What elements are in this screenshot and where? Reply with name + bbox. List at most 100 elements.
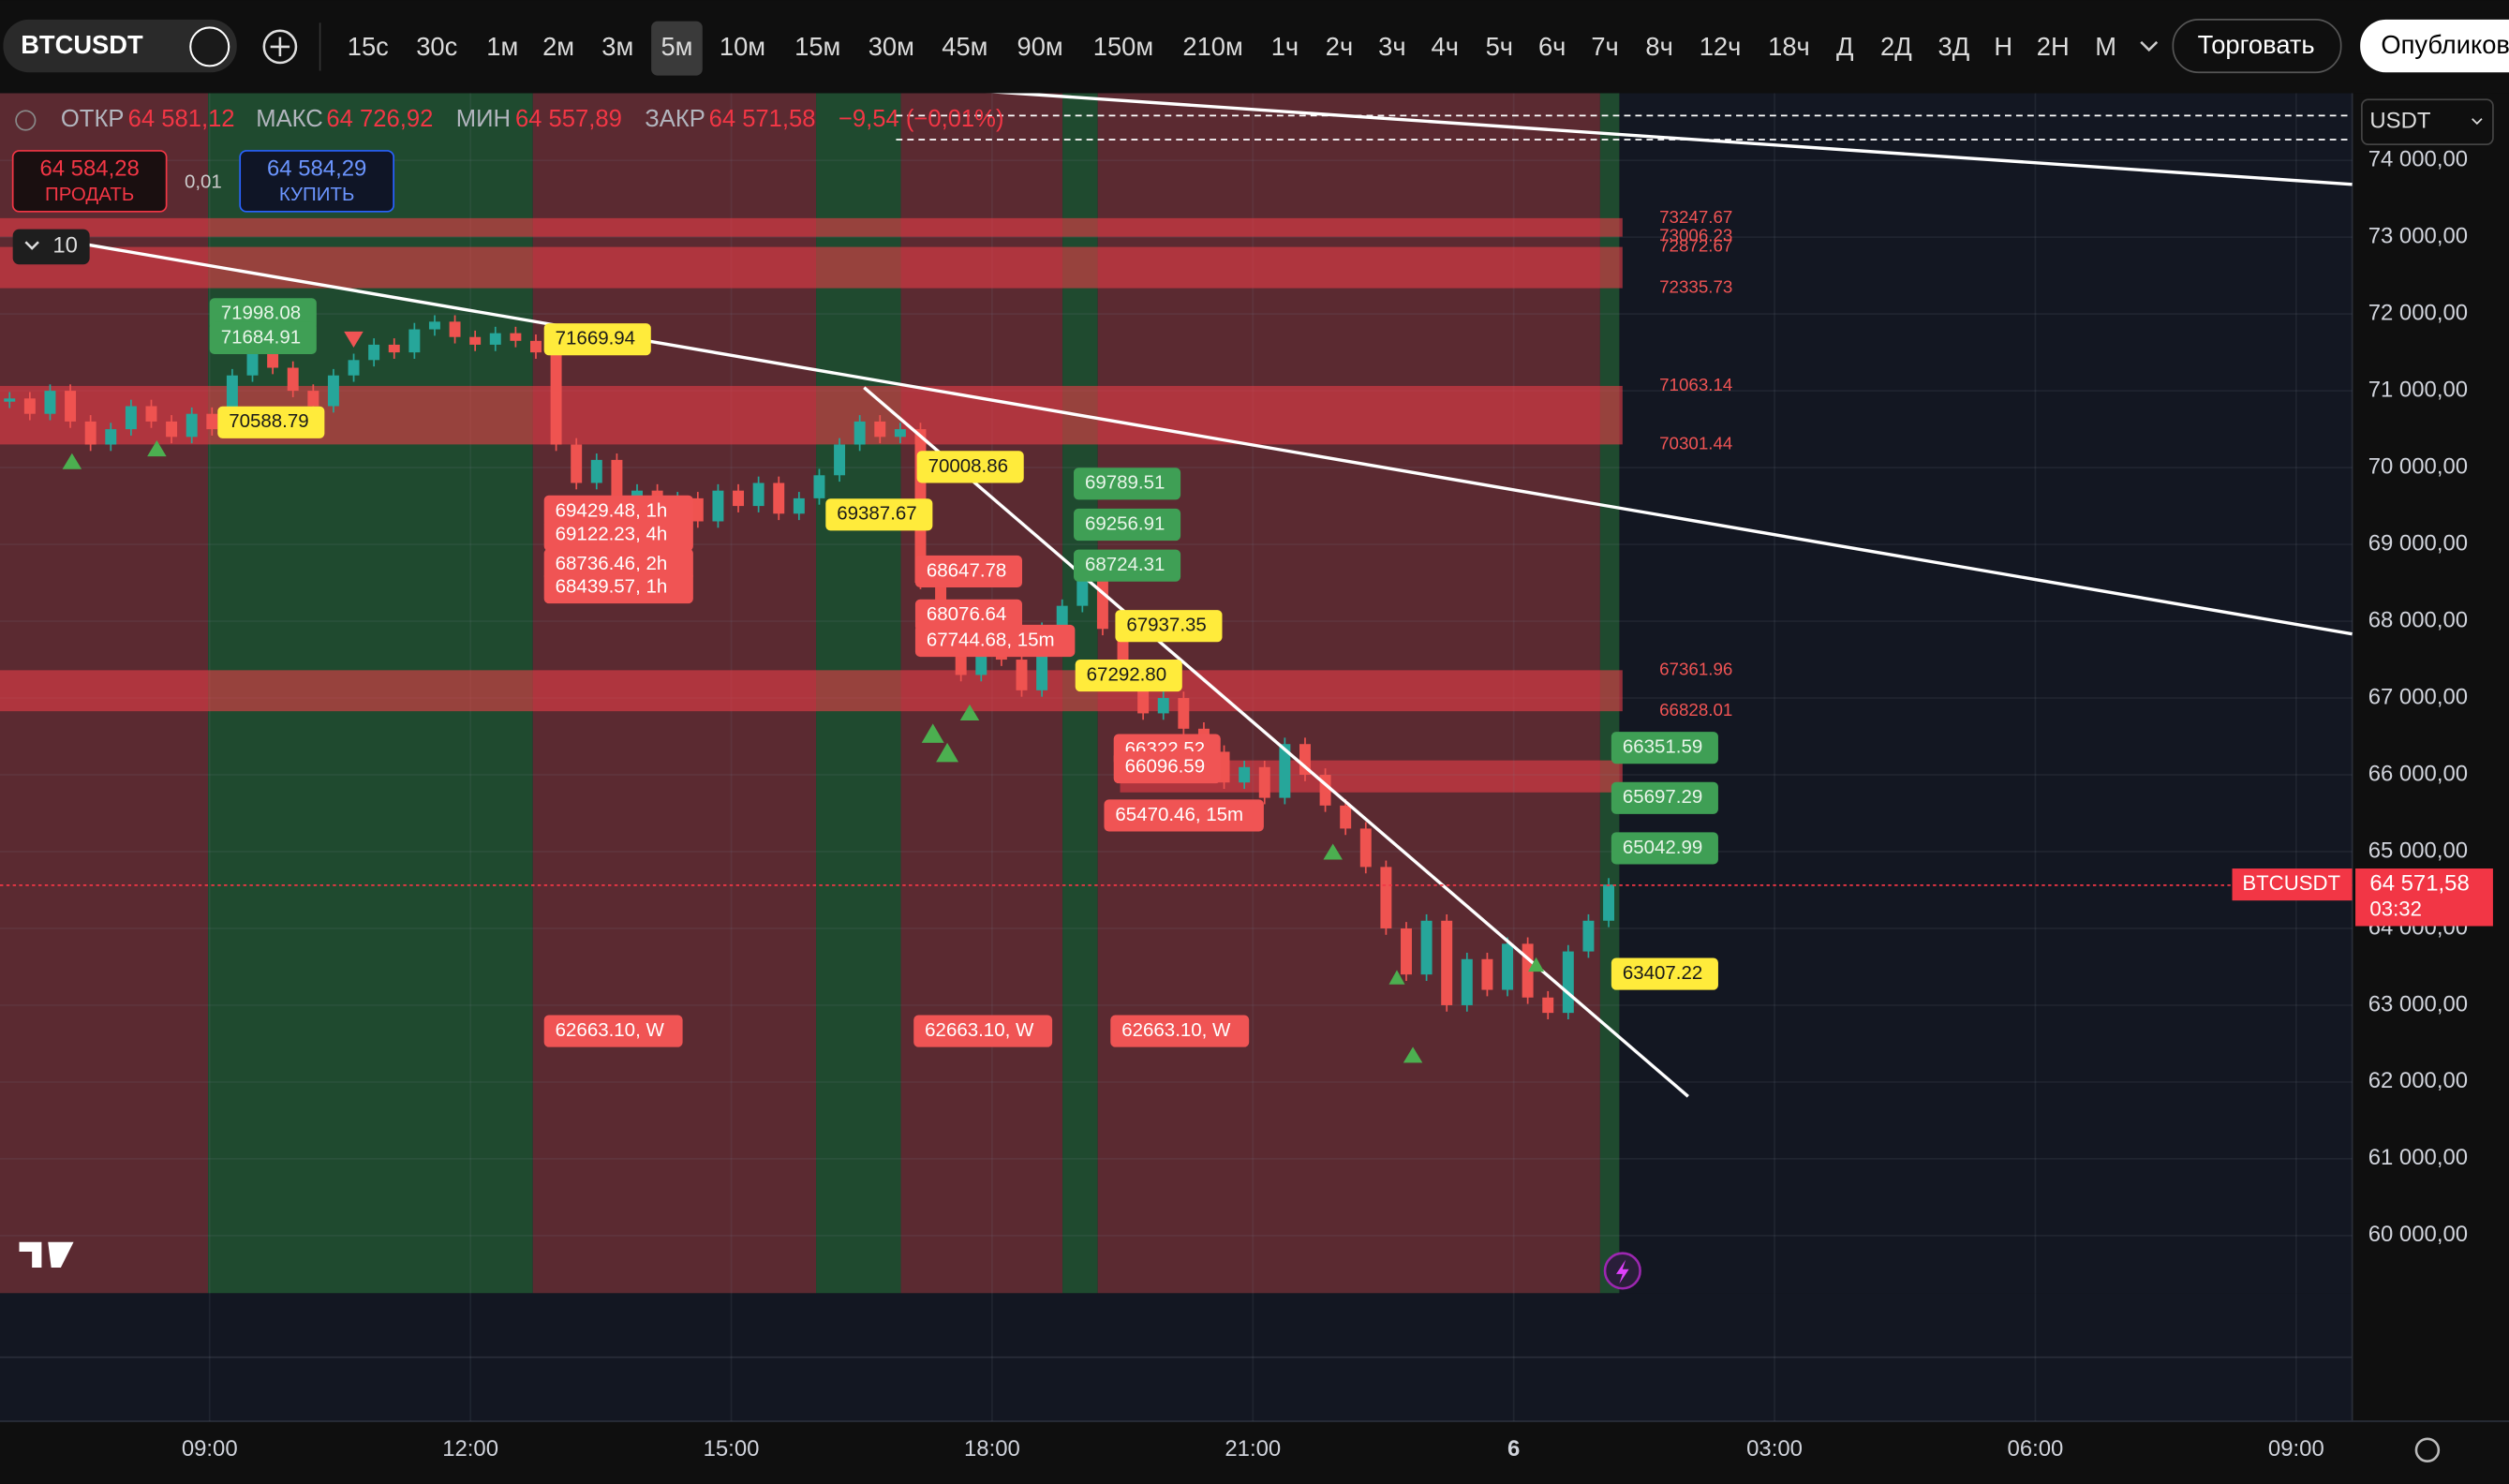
toolbar: BTCUSDT Торговать Опубликовать 15с 30с 1м 2… bbox=[0, 0, 2509, 94]
up-marker bbox=[921, 723, 944, 743]
price-axis: USDT 74 000,00 73 000,00 72 000,00 71 000,0… bbox=[182, 98, 2494, 1462]
publish-button[interactable] bbox=[2360, 19, 2509, 73]
candle bbox=[125, 406, 137, 430]
candle bbox=[1096, 574, 1108, 630]
interval[interactable]: 6ч bbox=[1538, 32, 1566, 61]
interval[interactable]: 4ч bbox=[1432, 32, 1459, 61]
interval[interactable]: 210м bbox=[1182, 32, 1242, 61]
tag-box bbox=[543, 571, 693, 604]
candle bbox=[611, 459, 623, 514]
add-symbol[interactable] bbox=[262, 29, 298, 65]
price-tag bbox=[2355, 868, 2493, 927]
candle bbox=[145, 406, 157, 422]
tag-label: 67744.68, 15m bbox=[927, 629, 1055, 650]
currency-select[interactable] bbox=[2361, 98, 2494, 145]
trade-label: Торговать bbox=[2198, 30, 2315, 59]
zone-level-label: 72872.67 bbox=[1659, 236, 1732, 256]
tag-box bbox=[209, 298, 317, 331]
candle bbox=[1359, 828, 1372, 868]
candle bbox=[1522, 943, 1534, 998]
interval[interactable]: 3м bbox=[601, 32, 633, 61]
interval[interactable]: 30м bbox=[868, 32, 914, 61]
tag-box bbox=[1113, 751, 1221, 784]
more-intervals[interactable] bbox=[2140, 40, 2159, 52]
sell-button[interactable] bbox=[11, 150, 168, 213]
candle bbox=[733, 490, 745, 507]
interval[interactable]: М bbox=[2095, 32, 2116, 61]
time-label: 18:00 bbox=[964, 1436, 1020, 1462]
candle bbox=[793, 497, 805, 514]
time-label: 03:00 bbox=[1746, 1436, 1803, 1462]
indicators-toggle[interactable] bbox=[12, 229, 90, 265]
tag-label: 69256.91 bbox=[1085, 512, 1165, 534]
symbol-tag-label: BTCUSDT bbox=[2242, 871, 2340, 895]
candle bbox=[44, 391, 56, 414]
legend-value: 64 571,58 bbox=[709, 106, 816, 132]
candle bbox=[1299, 744, 1311, 776]
legend: −9,54 (−0,01%) 64 584,28 ПРОДАТЬ 0,01 64… bbox=[11, 106, 1003, 265]
interval[interactable]: 45м bbox=[942, 32, 987, 61]
interval[interactable]: 7ч bbox=[1591, 32, 1618, 61]
tag-box bbox=[1611, 781, 1718, 814]
interval[interactable]: 150м bbox=[1093, 32, 1153, 61]
chevron bbox=[24, 241, 39, 250]
candle bbox=[1137, 682, 1150, 714]
interval[interactable]: 18ч bbox=[1768, 32, 1810, 61]
interval[interactable]: 3Д bbox=[1938, 32, 1970, 61]
candle bbox=[1420, 920, 1433, 975]
tag-label: 68724.31 bbox=[1085, 554, 1165, 575]
tag-label: 66351.59 bbox=[1623, 736, 1702, 758]
interval[interactable]: 2ч bbox=[1326, 32, 1353, 61]
sell-label: ПРОДАТЬ bbox=[45, 184, 134, 205]
candle bbox=[510, 333, 522, 341]
interval[interactable]: 12ч bbox=[1700, 32, 1742, 61]
candle bbox=[1582, 920, 1595, 952]
interval[interactable]: 1ч bbox=[1271, 32, 1299, 61]
sell-price: 64 584,28 bbox=[39, 156, 139, 182]
candle bbox=[1502, 943, 1513, 990]
zone-level-label: 73006.23 bbox=[1659, 226, 1732, 245]
candle bbox=[368, 344, 380, 361]
candle bbox=[1056, 605, 1068, 630]
legend-value: 64 581,12 bbox=[128, 106, 235, 132]
buy-price: 64 584,29 bbox=[267, 156, 366, 182]
buy-label: КУПИТЬ bbox=[279, 184, 355, 205]
buy-button[interactable] bbox=[239, 150, 394, 213]
tag-box bbox=[913, 1015, 1053, 1047]
interval[interactable]: 10м bbox=[720, 32, 765, 61]
interval[interactable]: 1м bbox=[486, 32, 518, 61]
tag-label: 66096.59 bbox=[1125, 755, 1205, 777]
time-label: 12:00 bbox=[442, 1436, 498, 1462]
interval[interactable]: 2м bbox=[542, 32, 574, 61]
tag-label: 67292.80 bbox=[1087, 663, 1166, 685]
trade-button[interactable] bbox=[2172, 19, 2342, 74]
tag-box bbox=[1110, 1015, 1250, 1047]
interval[interactable]: 90м bbox=[1017, 32, 1063, 61]
interval[interactable]: 30с bbox=[416, 32, 457, 61]
chart-background bbox=[0, 93, 2509, 1422]
plus bbox=[270, 37, 290, 57]
interval[interactable]: 2Д bbox=[1880, 32, 1912, 61]
tag-label: 68647.78 bbox=[927, 559, 1006, 581]
y-tick-label: 65 000,00 bbox=[2368, 838, 2468, 863]
up-marker bbox=[1388, 970, 1405, 985]
tag-box bbox=[217, 406, 325, 438]
settings[interactable] bbox=[2414, 1437, 2441, 1462]
interval[interactable]: 5ч bbox=[1486, 32, 1513, 61]
interval[interactable]: 5м bbox=[661, 32, 692, 61]
symbol-icon[interactable] bbox=[189, 26, 230, 67]
interval[interactable]: Н bbox=[1994, 32, 2012, 61]
interval[interactable]: 15м bbox=[794, 32, 840, 61]
interval[interactable]: 15с bbox=[348, 32, 389, 61]
y-tick-label: 68 000,00 bbox=[2368, 607, 2468, 632]
candle bbox=[4, 398, 16, 402]
candle bbox=[1178, 698, 1190, 729]
legend-label: МИН bbox=[456, 106, 511, 132]
y-tick-label: 66 000,00 bbox=[2368, 761, 2468, 786]
interval[interactable]: 2Н bbox=[2037, 32, 2070, 61]
tag-label: 62663.10, W bbox=[1121, 1019, 1231, 1041]
interval[interactable]: 8ч bbox=[1645, 32, 1672, 61]
symbol-search[interactable] bbox=[3, 19, 237, 73]
interval[interactable]: 3ч bbox=[1378, 32, 1405, 61]
interval[interactable]: Д bbox=[1836, 32, 1854, 61]
